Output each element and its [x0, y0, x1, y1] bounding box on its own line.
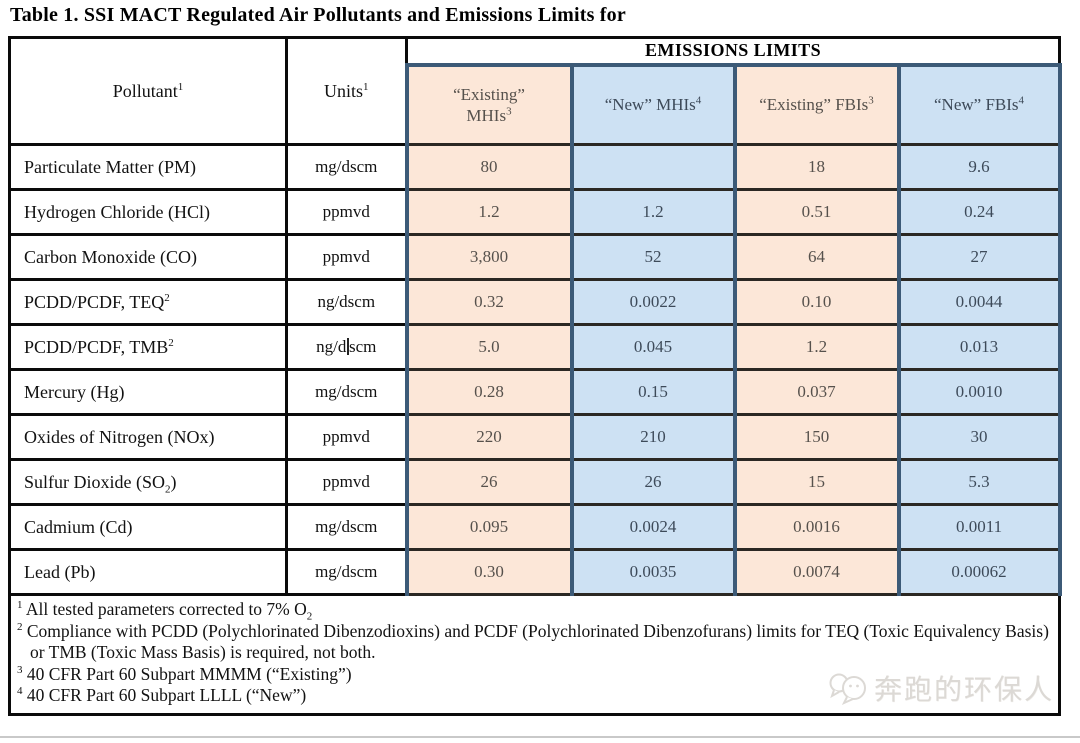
column-header-units: Units1: [285, 36, 408, 146]
limit-value-existing-mhis: 80: [404, 143, 574, 191]
table-row: Hydrogen Chloride (HCl) ppmvd 1.2 1.2 0.51 0.…: [8, 188, 1062, 236]
limit-value-existing-fbis: 0.0016: [732, 503, 901, 551]
pollutant-name: Hydrogen Chloride (HCl): [8, 188, 288, 236]
sub-header-row: “Existing” MHIs3 “New” MHIs4 “Existing” FBI…: [10, 62, 1062, 146]
limit-value-existing-fbis: 1.2: [732, 323, 901, 371]
pollutant-name: Mercury (Hg): [8, 368, 288, 416]
limit-value-existing-fbis: 150: [732, 413, 901, 461]
limit-value-existing-fbis: 15: [732, 458, 901, 506]
units-value: ng/dscm: [285, 278, 408, 326]
table-title: Table 1. SSI MACT Regulated Air Pollutan…: [10, 4, 626, 26]
table-body: Particulate Matter (PM) mg/dscm 80 18 9.6 Hyd…: [8, 143, 1062, 596]
units-value: mg/dscm: [285, 503, 408, 551]
limit-value-existing-fbis: 0.51: [732, 188, 901, 236]
limit-value-existing-fbis: 18: [732, 143, 901, 191]
limit-value-new-mhis: 0.0022: [569, 278, 737, 326]
column-header-new-mhis: “New” MHIs4: [569, 62, 737, 146]
chat-bubbles-icon: [829, 673, 866, 705]
page-divider: [0, 736, 1080, 738]
limit-value-new-mhis: 0.045: [569, 323, 737, 371]
watermark: 奔跑的环保人: [828, 668, 1054, 708]
limit-value-existing-mhis: 0.095: [404, 503, 574, 551]
table-row: PCDD/PCDF, TMB2 ng/d scm 5.0 0.045 1.2 0.013: [8, 323, 1062, 371]
table-row: PCDD/PCDF, TEQ2 ng/dscm 0.32 0.0022 0.10 0.00…: [8, 278, 1062, 326]
watermark-text: 奔跑的环保人: [874, 673, 1055, 706]
footnote-2: 2 Compliance with PCDD (Polychlorinated …: [17, 620, 1049, 663]
limit-value-existing-fbis: 64: [732, 233, 901, 281]
footnote-3: 3 40 CFR Part 60 Subpart MMMM (“Existing…: [17, 663, 352, 684]
pollutant-name: PCDD/PCDF, TEQ2: [8, 278, 288, 326]
limit-value-existing-mhis: 220: [404, 413, 574, 461]
limit-value-new-mhis: 0.0035: [569, 548, 737, 596]
limit-value-existing-fbis: 0.0074: [732, 548, 901, 596]
pollutant-name: Oxides of Nitrogen (NOx): [8, 413, 288, 461]
table-row: Lead (Pb) mg/dscm 0.30 0.0035 0.0074 0.00062: [8, 548, 1062, 596]
units-value: ppmvd: [285, 188, 408, 236]
limit-value-new-mhis: 210: [569, 413, 737, 461]
limit-value-existing-mhis: 0.32: [404, 278, 574, 326]
footnotes-cell: 1 All tested parameters corrected to 7% …: [7, 593, 1062, 716]
table-row: Carbon Monoxide (CO) ppmvd 3,800 52 64 27: [8, 233, 1062, 281]
column-header-existing-mhis: “Existing” MHIs3: [404, 62, 574, 146]
limit-value-new-fbis: 9.6: [896, 143, 1062, 191]
table-row: Oxides of Nitrogen (NOx) ppmvd 220 210 150 30: [8, 413, 1062, 461]
table-row: Sulfur Dioxide (SO2) ppmvd 26 26 15 5.3: [8, 458, 1062, 506]
limit-value-new-mhis: 26: [569, 458, 737, 506]
limit-value-new-mhis: [569, 143, 737, 191]
emissions-limits-table: Pollutant1 Units1 EMISSIONS LIMITS “Exis…: [7, 36, 1062, 716]
limit-value-new-fbis: 0.0011: [896, 503, 1062, 551]
footnote-4: 4 40 CFR Part 60 Subpart LLLL (“New”): [17, 685, 307, 705]
limit-value-existing-mhis: 3,800: [404, 233, 574, 281]
limit-value-new-fbis: 0.0044: [896, 278, 1062, 326]
limit-value-new-fbis: 0.00062: [896, 548, 1062, 596]
pollutant-name: Cadmium (Cd): [8, 503, 288, 551]
limit-value-new-fbis: 30: [896, 413, 1062, 461]
column-header-existing-fbis: “Existing” FBIs3: [732, 62, 901, 146]
footnote-1: 1 All tested parameters corrected to 7% …: [17, 599, 313, 623]
limit-value-existing-mhis: 0.28: [404, 368, 574, 416]
limit-value-new-mhis: 0.15: [569, 368, 737, 416]
column-header-emissions-limits: EMISSIONS LIMITS: [404, 36, 1062, 65]
limit-value-new-mhis: 52: [569, 233, 737, 281]
units-value: ppmvd: [285, 233, 408, 281]
limit-value-existing-mhis: 0.30: [404, 548, 574, 596]
pollutant-name: Lead (Pb): [8, 548, 288, 596]
limit-value-new-fbis: 0.013: [896, 323, 1062, 371]
limit-value-new-fbis: 5.3: [896, 458, 1062, 506]
limit-value-existing-mhis: 1.2: [404, 188, 574, 236]
column-header-new-fbis: “New” FBIs4: [896, 62, 1062, 146]
table-row: Particulate Matter (PM) mg/dscm 80 18 9.6: [8, 143, 1062, 191]
units-value: mg/dscm: [285, 368, 408, 416]
pollutant-name: Particulate Matter (PM): [8, 143, 288, 191]
limit-value-existing-mhis: 5.0: [404, 323, 574, 371]
limit-value-new-fbis: 27: [896, 233, 1062, 281]
limit-value-new-fbis: 0.24: [896, 188, 1062, 236]
table-row: Cadmium (Cd) mg/dscm 0.095 0.0024 0.0016 0.00…: [8, 503, 1062, 551]
text-cursor-icon: [347, 338, 349, 355]
units-value: ppmvd: [285, 458, 408, 506]
units-value: ppmvd: [285, 413, 408, 461]
limit-value-new-fbis: 0.0010: [896, 368, 1062, 416]
column-header-pollutant: Pollutant1: [8, 36, 288, 146]
units-value: mg/dscm: [285, 548, 408, 596]
limit-value-existing-mhis: 26: [404, 458, 574, 506]
pollutant-name: Carbon Monoxide (CO): [8, 233, 288, 281]
limit-value-existing-fbis: 0.037: [732, 368, 901, 416]
limit-value-new-mhis: 0.0024: [569, 503, 737, 551]
limit-value-new-mhis: 1.2: [569, 188, 737, 236]
limit-value-existing-fbis: 0.10: [732, 278, 901, 326]
table-row: Mercury (Hg) mg/dscm 0.28 0.15 0.037 0.0010: [8, 368, 1062, 416]
units-value: mg/dscm: [285, 143, 408, 191]
pollutant-name: Sulfur Dioxide (SO2): [8, 458, 288, 506]
pollutant-name: PCDD/PCDF, TMB2: [8, 323, 288, 371]
